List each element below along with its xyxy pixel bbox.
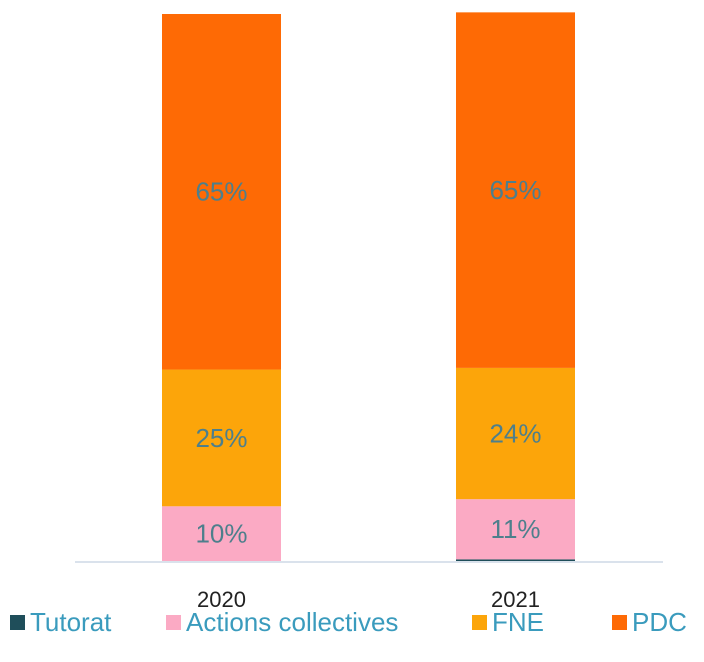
data-label: 24% (489, 418, 541, 448)
x-tick-label: 2020 (197, 587, 246, 612)
bar-segment (456, 559, 575, 561)
legend-label: FNE (492, 607, 544, 637)
legend-label: Tutorat (30, 607, 112, 637)
bar-segment (162, 14, 281, 370)
bar-segment (456, 12, 575, 368)
legend-label: Actions collectives (186, 607, 398, 637)
data-label: 10% (195, 519, 247, 549)
data-label: 11% (490, 514, 540, 544)
data-label: 65% (489, 175, 541, 205)
legend-swatch (612, 615, 627, 630)
x-tick-label: 2021 (491, 587, 540, 612)
bar-segment (162, 369, 281, 507)
data-label: 25% (195, 423, 247, 453)
legend-swatch (10, 615, 25, 630)
data-label: 65% (195, 177, 247, 207)
bar-segment (456, 367, 575, 500)
legend-label: PDC (632, 607, 687, 637)
bar-segment (162, 506, 281, 561)
bar-segment (456, 499, 575, 560)
legend-swatch (166, 615, 181, 630)
legend-swatch (472, 615, 487, 630)
